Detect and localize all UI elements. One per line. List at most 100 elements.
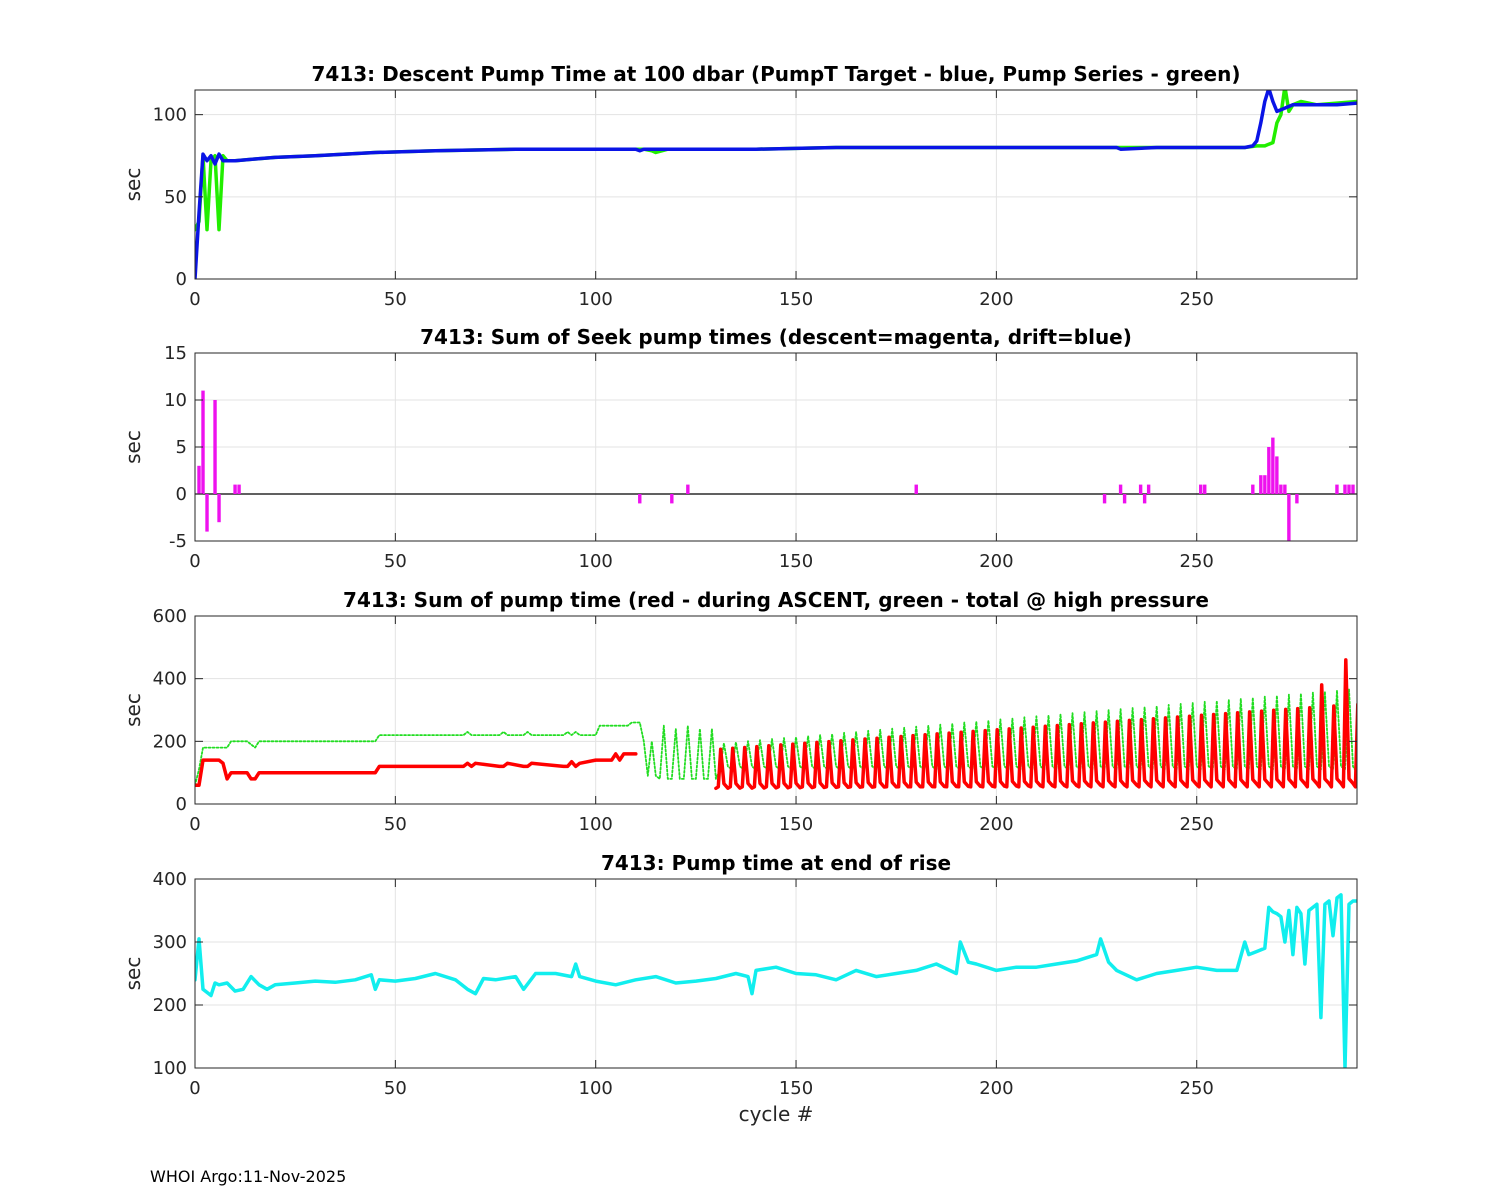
seek-bar [1102,494,1107,504]
seek-bar [1267,447,1271,494]
seek-bar [1142,494,1147,504]
x-tick-label: 200 [979,814,1013,835]
x-tick-label: 50 [384,1078,407,1099]
y-axis-label: sec [121,168,145,202]
x-tick-label: 150 [779,814,813,835]
axes-frame [194,89,1358,280]
x-tick-label: 100 [579,1078,613,1099]
series-line-pump-time-at-end-of-rise [195,893,1357,1068]
seek-bar [1335,484,1339,494]
y-tick-label: 0 [176,269,187,290]
y-tick-label: 10 [164,390,187,411]
seek-bar [1283,484,1287,494]
plot-layer [195,390,1357,541]
seek-bar [1203,484,1207,494]
axes-frame [194,878,1358,1069]
series-line-during-ascent [195,752,638,787]
x-tick-label: 150 [779,551,813,572]
x-tick-label: 0 [189,289,200,310]
x-tick-label: 0 [189,814,200,835]
seek-bar [686,484,690,494]
x-tick-label: 100 [579,551,613,572]
plot-layer [195,658,1357,791]
x-tick-label: 150 [779,1078,813,1099]
axes-frame [194,615,1358,805]
seek-bar [1138,484,1143,494]
seek-bar [233,484,237,494]
x-tick-label: 250 [1180,551,1214,572]
x-tick-label: 50 [384,551,407,572]
y-tick-label: 400 [153,669,187,690]
x-tick-label: 50 [384,814,407,835]
seek-bar [217,494,221,523]
seek-bar [670,494,674,504]
x-axis-label: cycle # [739,1102,814,1126]
panel-sum-pump-time: 0 50 100 150 200 250 0 200 400 600 7413: Sum of pu… [121,588,1358,835]
y-tick-label: 400 [153,869,187,890]
y-tick-label: 100 [153,105,187,126]
y-tick-label: 0 [176,484,187,505]
x-tick-label: 250 [1180,289,1214,310]
y-tick-label: 0 [176,794,187,815]
seek-bar [1275,456,1279,494]
plot-area [195,90,1357,279]
series-line-pumpt-target [195,90,1357,279]
x-tick-label: 0 [189,1078,200,1099]
y-tick-label: 600 [153,606,187,627]
y-tick-label: 5 [176,437,187,458]
seek-bar [638,494,642,504]
x-tick-label: 50 [384,289,407,310]
plot-layer [195,893,1357,1068]
x-tick-label: 200 [979,1078,1013,1099]
chart-title: 7413: Sum of Seek pump times (descent=ma… [420,325,1132,349]
y-tick-label: 300 [153,932,187,953]
x-tick-label: 250 [1180,1078,1214,1099]
seek-bar [1351,484,1355,494]
x-tick-label: 100 [579,814,613,835]
footer-text: WHOI Argo:11-Nov-2025 [150,1167,346,1186]
seek-bar [1295,494,1299,504]
seek-bar [1279,484,1283,494]
plot-area [195,879,1357,1068]
seek-bar [1251,484,1255,494]
seek-bar [1122,494,1127,504]
y-tick-label: 200 [153,995,187,1016]
chart-title: 7413: Descent Pump Time at 100 dbar (Pum… [312,62,1241,86]
y-axis-label: sec [121,430,145,464]
seek-bar [201,390,205,494]
x-tick-label: 250 [1180,814,1214,835]
y-tick-label: 100 [153,1058,187,1079]
plot-area [195,616,1357,804]
seek-bar [1263,475,1267,494]
x-tick-label: 150 [779,289,813,310]
seek-bar [237,484,241,494]
y-tick-label: 200 [153,731,187,752]
seek-bar [1199,484,1203,494]
y-tick-label: 15 [164,343,187,364]
seek-bar [1146,484,1151,494]
seek-bar [205,494,209,532]
x-tick-label: 0 [189,551,200,572]
seek-bar [1343,484,1347,494]
seek-bar [197,465,201,494]
seek-bar [914,484,918,494]
seek-bar [1271,437,1275,494]
x-tick-label: 200 [979,551,1013,572]
y-tick-label: 50 [164,187,187,208]
y-axis-label: sec [121,693,145,727]
series-line-during-ascent [714,658,1357,791]
seek-bar [1347,484,1351,494]
y-axis-label: sec [121,957,145,991]
chart-title: 7413: Pump time at end of rise [601,851,951,875]
seek-bar [213,400,217,494]
x-tick-label: 200 [979,289,1013,310]
y-tick-label: -5 [169,531,187,552]
panel-descent-pump-time: 0 50 100 150 200 250 0 50 100 7413: Descent Pump … [121,62,1358,310]
panel-pump-time-end-of-rise: 0 50 100 150 200 250 100 200 300 400 7413: Pump ti… [121,851,1358,1126]
seek-bar [1287,494,1291,541]
seek-bar [1118,484,1123,494]
plot-layer [195,90,1357,279]
seek-bar [1259,475,1263,494]
